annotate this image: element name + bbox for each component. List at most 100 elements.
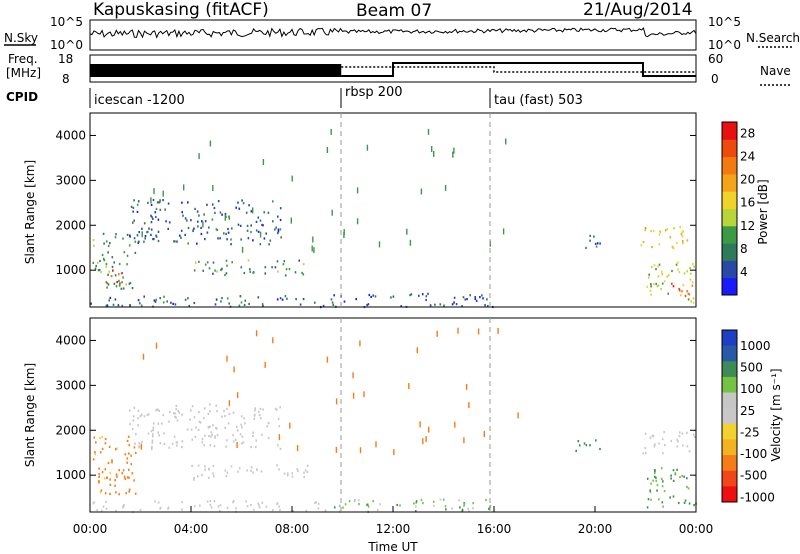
scatter-cell <box>408 383 410 389</box>
scatter-cell <box>114 298 117 301</box>
scatter-cell <box>335 446 338 453</box>
scatter-cell <box>661 438 664 441</box>
scatter-cell <box>429 304 432 307</box>
scatter-cell <box>658 263 661 266</box>
scatter-cell <box>252 471 254 474</box>
scatter-cell <box>433 504 435 507</box>
scatter-cell <box>143 240 145 243</box>
scatter-cell <box>200 226 202 229</box>
scatter-cell <box>282 263 285 266</box>
scatter-cell <box>190 409 192 412</box>
scatter-cell <box>99 451 102 454</box>
scatter-cell <box>295 298 297 301</box>
scatter-cell <box>228 217 231 220</box>
scatter-cell <box>409 239 412 246</box>
scatter-cell <box>277 444 279 447</box>
nsky-frame <box>89 19 697 51</box>
scatter-cell <box>139 302 141 305</box>
scatter-cell <box>121 281 123 284</box>
scatter-cell <box>212 261 215 264</box>
scatter-cell <box>356 187 359 194</box>
scatter-cell <box>141 440 143 443</box>
scatter-cell <box>215 298 218 301</box>
scatter-cell <box>126 254 129 257</box>
scatter-cell <box>115 473 118 476</box>
scatter-cell <box>226 439 228 442</box>
scatter-cell <box>218 509 221 512</box>
scatter-cell <box>488 507 490 510</box>
scatter-cell <box>228 400 231 407</box>
scatter-cell <box>176 419 179 422</box>
scatter-cell <box>217 505 220 508</box>
scatter-cell <box>191 438 194 441</box>
scatter-cell <box>209 140 212 147</box>
scatter-cell <box>114 448 117 451</box>
scatter-cell <box>101 447 104 450</box>
scatter-cell <box>224 273 226 277</box>
colorbar-swatch <box>722 277 737 296</box>
scatter-cell <box>261 433 263 436</box>
scatter-cell <box>151 216 153 219</box>
scatter-cell <box>224 414 226 418</box>
scatter-cell <box>176 444 178 447</box>
scatter-cell <box>181 440 184 443</box>
scatter-cell <box>178 411 181 414</box>
scatter-cell <box>152 217 154 220</box>
colorbar-swatch <box>722 455 737 472</box>
scatter-cell <box>155 342 158 349</box>
scatter-cell <box>274 228 276 231</box>
scatter-cell <box>194 435 197 439</box>
scatter-cell <box>410 293 413 296</box>
scatter-cell <box>199 421 202 424</box>
scatter-cell <box>276 260 279 263</box>
scatter-cell <box>599 242 601 245</box>
colorbar-tick-label: 20 <box>740 173 755 187</box>
scatter-cell <box>485 498 487 502</box>
beam-title: Beam 07 <box>356 1 432 21</box>
x-axis-title: Time UT <box>367 540 418 554</box>
scatter-cell <box>420 188 423 195</box>
scatter-cell <box>126 461 128 464</box>
scatter-cell <box>130 205 133 208</box>
scatter-cell <box>119 282 121 285</box>
scatter-cell <box>186 219 188 222</box>
velocity-colorbar: 1000 500 100 25 -25 -100 -500 -1000 <box>721 329 775 504</box>
scatter-cell <box>358 503 360 506</box>
scatter-cell <box>134 492 137 495</box>
scatter-cell <box>357 499 360 502</box>
scatter-cell <box>151 441 154 444</box>
scatter-cell <box>96 509 98 512</box>
scatter-cell <box>686 431 688 434</box>
scatter-cell <box>209 503 212 506</box>
colorbar-swatch <box>722 486 737 503</box>
scatter-cell <box>650 482 652 485</box>
scatter-cell <box>133 237 136 240</box>
scatter-cell <box>106 304 109 307</box>
scatter-cell <box>671 282 673 285</box>
scatter-cell <box>585 444 588 447</box>
nsky-trace <box>89 27 697 39</box>
scatter-cell <box>670 474 672 477</box>
scatter-cell <box>487 304 489 308</box>
scatter-cell <box>642 452 645 455</box>
scatter-cell <box>277 228 280 231</box>
scatter-cell <box>257 296 260 299</box>
scatter-cell <box>150 197 152 204</box>
scatter-cell <box>250 503 252 507</box>
scatter-cell <box>272 200 274 203</box>
scatter-cell <box>425 295 428 298</box>
scatter-cell <box>198 153 200 160</box>
scatter-cell <box>676 438 678 441</box>
scatter-cell <box>108 270 110 273</box>
scatter-cell <box>653 264 656 267</box>
scatter-cell <box>333 506 336 509</box>
y-tick-label: 3000 <box>55 378 86 392</box>
scatter-cell <box>136 203 139 206</box>
scatter-cell <box>170 301 172 304</box>
scatter-cell <box>98 473 100 476</box>
scatter-cell <box>109 471 111 475</box>
scatter-cell <box>458 499 460 502</box>
scatter-cell <box>203 407 206 410</box>
scatter-cell <box>241 199 243 202</box>
colorbar-swatch <box>722 376 737 394</box>
